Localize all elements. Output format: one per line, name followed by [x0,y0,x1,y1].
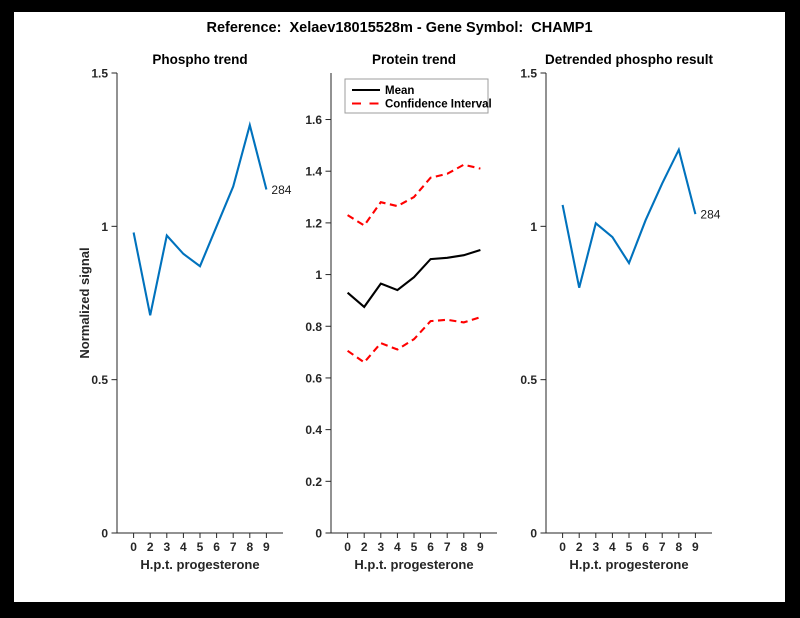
x-tick-label: 7 [230,540,237,554]
endpoint-annotation: 284 [271,183,291,197]
subplot-title: Protein trend [372,52,456,67]
y-tick-label: 0.8 [305,320,322,334]
x-tick-label: 9 [263,540,270,554]
x-tick-label: 8 [675,540,682,554]
subplot-title: Phospho trend [152,52,247,67]
x-tick-label: 0 [344,540,351,554]
y-tick-label: 0.5 [520,373,537,387]
endpoint-annotation: 284 [700,208,720,222]
y-tick-label: 1 [315,268,322,282]
x-tick-label: 8 [460,540,467,554]
x-tick-label: 5 [197,540,204,554]
y-tick-label: 0.5 [91,373,108,387]
x-tick-label: 2 [361,540,368,554]
x-tick-label: 2 [576,540,583,554]
x-tick-label: 3 [163,540,170,554]
y-tick-label: 0.2 [305,475,322,489]
y-axis-label: Normalized signal [77,247,92,358]
y-tick-label: 1 [101,220,108,234]
x-tick-label: 9 [692,540,699,554]
x-tick-label: 5 [411,540,418,554]
y-tick-label: 1 [530,220,537,234]
x-axis-label: H.p.t. progesterone [569,557,688,572]
subplot-protein-trend: 0 2 3 4 5 6 7 8 900.20.40.60.811.21.41.6Protein … [305,52,497,572]
x-tick-label: 5 [626,540,633,554]
x-tick-label: 7 [659,540,666,554]
x-tick-label: 8 [246,540,253,554]
x-tick-label: 0 [559,540,566,554]
detrended-phospho-line [561,146,697,288]
x-tick-label: 3 [592,540,599,554]
x-tick-label: 0 [130,540,137,554]
y-tick-label: 1.6 [305,113,322,127]
x-tick-label: 7 [444,540,451,554]
y-tick-label: 1.5 [91,67,108,81]
mean-line [346,248,481,309]
x-axis-label: H.p.t. progesterone [354,557,473,572]
y-tick-label: 0 [101,527,108,541]
y-tick-label: 0.4 [305,423,322,437]
legend-label: Mean [385,85,414,97]
y-tick-label: 0 [315,527,322,541]
legend-box [344,78,489,114]
y-tick-label: 0 [530,527,537,541]
y-tick-label: 1.5 [520,67,537,81]
x-tick-label: 2 [147,540,154,554]
x-tick-label: 6 [642,540,649,554]
x-tick-label: 3 [377,540,384,554]
y-tick-label: 1.2 [305,216,322,230]
axes-spines [330,73,497,534]
phospho-trend-line [132,120,268,316]
x-tick-label: 6 [427,540,434,554]
x-tick-label: 4 [609,540,616,554]
figure-title: Reference: Xelaev18015528m - Gene Symbol… [206,20,593,36]
x-tick-label: 9 [477,540,484,554]
y-tick-label: 0.6 [305,371,322,385]
x-axis-label: H.p.t. progesterone [140,557,259,572]
x-tick-label: 4 [394,540,401,554]
y-tick-label: 1.4 [305,165,322,179]
axes-spines [545,73,712,534]
subplot-title: Detrended phospho result [545,52,714,67]
axes-spines [116,73,283,534]
x-tick-label: 6 [213,540,220,554]
confidence-interval-lower-line [346,316,481,364]
x-tick-label: 4 [180,540,187,554]
legend-label: Confidence Interval [385,98,492,110]
confidence-interval-upper-line [347,163,481,227]
